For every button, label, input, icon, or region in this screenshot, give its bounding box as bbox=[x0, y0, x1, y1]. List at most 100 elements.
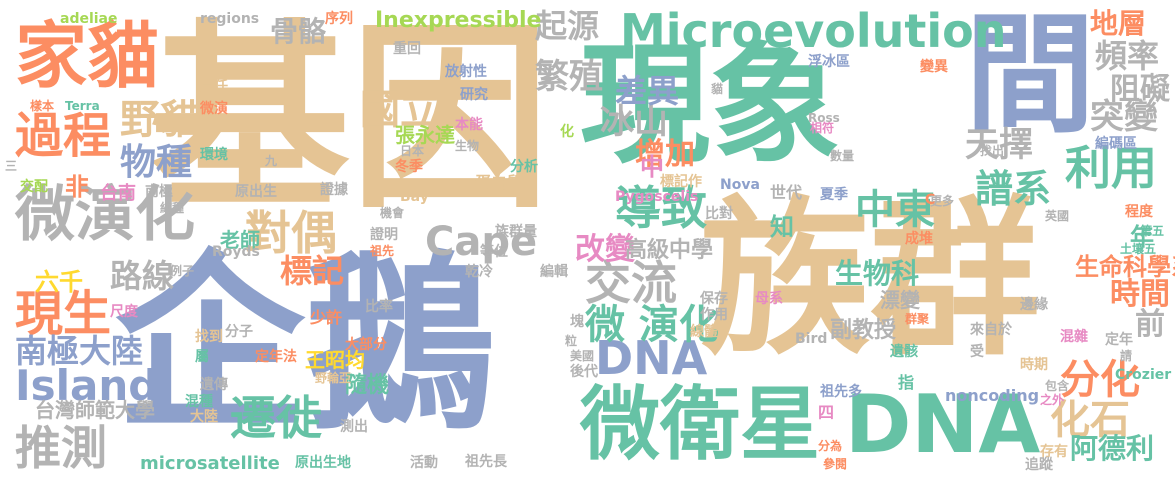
cloud-word: 野貓 bbox=[120, 97, 200, 143]
cloud-word: 微演化 bbox=[15, 180, 195, 250]
cloud-word: 證明 bbox=[370, 227, 398, 243]
cloud-word: 路線 bbox=[110, 257, 175, 295]
cloud-word: 原出生 bbox=[235, 184, 277, 200]
cloud-word: 浮冰區 bbox=[808, 54, 850, 70]
cloud-word: 英國 bbox=[1045, 209, 1070, 223]
cloud-word: 數量 bbox=[830, 149, 855, 163]
cloud-word: 找到 bbox=[195, 329, 223, 345]
cloud-word: 來自於 bbox=[970, 322, 1012, 338]
cloud-word: 相符 bbox=[810, 121, 835, 135]
cloud-word: 受 bbox=[970, 344, 984, 360]
cloud-word: 過程 bbox=[15, 108, 112, 164]
cloud-word: 第五 bbox=[1140, 224, 1165, 238]
cloud-word: 野輪亞 bbox=[315, 371, 352, 385]
cloud-word: C bbox=[925, 192, 936, 208]
cloud-word: 活動 bbox=[410, 455, 438, 471]
cloud-word: 家貓 bbox=[15, 14, 160, 98]
cloud-word: Royds bbox=[212, 244, 260, 260]
cloud-word: 時期 bbox=[1020, 357, 1048, 373]
cloud-word: 阻礙 bbox=[1110, 72, 1170, 107]
cloud-word: 年 bbox=[1130, 223, 1154, 251]
cloud-word: 遺骸 bbox=[890, 344, 918, 360]
cloud-word: 混種 bbox=[185, 394, 213, 410]
cloud-word: 分子 bbox=[225, 324, 253, 340]
cloud-word: 標記作 bbox=[660, 174, 702, 190]
cloud-word: 高級中學 bbox=[625, 238, 714, 263]
cloud-word: 前 bbox=[1135, 307, 1165, 342]
cloud-word: 證據 bbox=[320, 182, 348, 198]
cloud-word: 蛋白質 bbox=[475, 173, 524, 192]
cloud-word: 起源 bbox=[535, 7, 600, 45]
cloud-word: 例子 bbox=[170, 264, 195, 278]
cloud-word: 祖先 bbox=[370, 244, 395, 258]
cloud-word: 塊 bbox=[570, 314, 584, 330]
cloud-word: Cape bbox=[425, 219, 538, 265]
cloud-word: Terra bbox=[65, 99, 100, 113]
cloud-word: 時間 bbox=[1110, 277, 1170, 312]
cloud-word: 屬 bbox=[195, 349, 209, 365]
cloud-word: 粒 bbox=[565, 334, 578, 348]
cloud-word: 九 bbox=[265, 154, 278, 168]
cloud-word: 樣本 bbox=[30, 99, 55, 113]
cloud-word: 指 bbox=[898, 373, 915, 392]
cloud-word: 找出 bbox=[980, 144, 1005, 158]
cloud-word: regions bbox=[200, 11, 260, 27]
cloud-word: 之外 bbox=[1040, 393, 1065, 407]
cloud-word: 微衛星 bbox=[580, 378, 820, 471]
cloud-word: Bird bbox=[795, 331, 828, 347]
cloud-word: 夏季 bbox=[820, 187, 848, 203]
cloud-word: 世代 bbox=[770, 183, 803, 202]
cloud-word: Microevolution bbox=[620, 4, 1007, 58]
cloud-word: 交流 bbox=[585, 256, 677, 310]
cloud-word: Pygoscelis bbox=[615, 189, 699, 205]
cloud-word: 大陸 bbox=[190, 409, 218, 425]
cloud-word: 邊緣 bbox=[1020, 297, 1048, 313]
cloud-word: 定年法 bbox=[255, 349, 297, 365]
cloud-word: 序列 bbox=[325, 11, 353, 27]
cloud-word: 比對 bbox=[705, 206, 733, 222]
cloud-word: 重回 bbox=[393, 41, 421, 57]
cloud-word: 改變 bbox=[575, 232, 635, 267]
cloud-word: 物種 bbox=[120, 142, 193, 183]
cloud-word: 測出 bbox=[340, 419, 368, 435]
cloud-word: Inexpressible bbox=[375, 8, 542, 33]
cloud-word: 分化 bbox=[1060, 357, 1140, 403]
cloud-word: 譜系 bbox=[975, 167, 1052, 211]
cloud-word: 分為 bbox=[818, 439, 843, 453]
cloud-word: 變異 bbox=[920, 59, 948, 75]
cloud-word: 貓 bbox=[711, 82, 724, 96]
cloud-word: 基因 bbox=[150, 3, 551, 236]
cloud-word: 差異 bbox=[615, 72, 680, 110]
cloud-word: 祖先長 bbox=[465, 454, 507, 470]
cloud-word: DNA bbox=[595, 331, 708, 385]
cloud-word: 副教授 bbox=[830, 318, 897, 343]
cloud-word: 阿德利 bbox=[1070, 432, 1155, 465]
cloud-word: 美國 bbox=[570, 349, 595, 363]
cloud-word: 作用 bbox=[700, 307, 728, 323]
cloud-word: 母系 bbox=[755, 291, 783, 307]
cloud-word: 國立 bbox=[360, 87, 440, 133]
cloud-word: 化石 bbox=[1050, 397, 1130, 443]
cloud-word: 祖先多 bbox=[820, 384, 862, 400]
cloud-word: 遺傳 bbox=[200, 377, 228, 393]
cloud-word: 導致 bbox=[615, 181, 707, 235]
cloud-word: 突變 bbox=[1090, 97, 1158, 137]
cloud-word: 骨骼 bbox=[270, 15, 327, 48]
cloud-word: 編碼區 bbox=[1095, 136, 1137, 152]
cloud-word: 現生 bbox=[15, 286, 112, 342]
cloud-word: 大部分 bbox=[345, 337, 387, 353]
cloud-word: 混雜 bbox=[1060, 329, 1088, 345]
cloud-word: 放射性 bbox=[445, 64, 487, 80]
cloud-word: 參閱 bbox=[823, 457, 848, 471]
cloud-word: 少許 bbox=[310, 308, 343, 327]
cloud-word: 包含 bbox=[1045, 379, 1070, 393]
cloud-word: 更多 bbox=[930, 194, 955, 208]
cloud-word: 生物科 bbox=[835, 257, 920, 290]
cloud-word: 繁殖 bbox=[535, 57, 603, 97]
cloud-word: 台灣師範大學 bbox=[35, 398, 155, 422]
cloud-word: 族群量 bbox=[495, 224, 537, 240]
cloud-word: Ross bbox=[808, 111, 840, 125]
cloud-word: 機會 bbox=[380, 206, 405, 220]
cloud-word: 生命科學系 bbox=[1075, 253, 1175, 281]
